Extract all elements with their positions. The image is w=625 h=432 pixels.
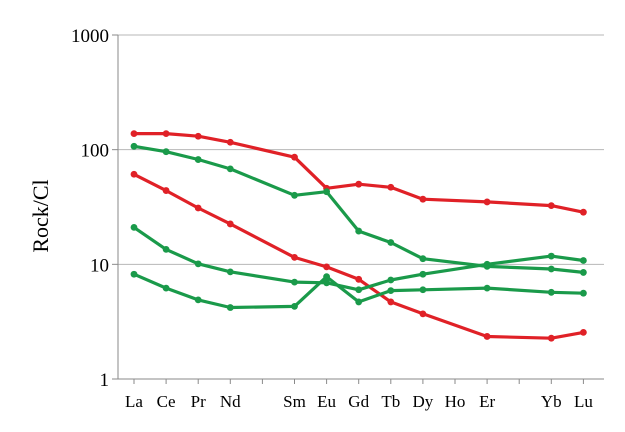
series-4-point-Yb [547, 252, 555, 260]
series-line-3 [133, 144, 584, 274]
y-axis-title: Rock/Cl [28, 179, 53, 252]
series-4-point-Tb [387, 276, 395, 284]
series-5-point-Sm [291, 302, 298, 310]
x-tick-label-Pr: Pr [191, 392, 206, 411]
series-4-point-Eu [323, 279, 330, 287]
series-5-point-Nd [226, 304, 234, 311]
series-4-point-Er [483, 260, 491, 268]
series-1-point-Lu [580, 208, 587, 216]
series-2-point-Tb [387, 298, 395, 306]
series-1-point-Yb [547, 202, 555, 210]
y-tick-label-10: 10 [90, 255, 109, 276]
x-tick-label-Nd: Nd [220, 392, 241, 411]
series-5-point-Dy [419, 286, 427, 294]
series-line-1 [134, 132, 584, 214]
series-2-point-Dy [419, 310, 427, 318]
series-2-point-Nd [226, 220, 234, 228]
series-2-point-Yb [547, 334, 555, 342]
series-1-point-Sm [291, 153, 298, 161]
x-tick-label-Ce: Ce [157, 392, 176, 411]
series-4-point-Lu [580, 257, 587, 264]
x-tick-label-La: La [125, 392, 143, 411]
series-1-point-Dy [419, 195, 427, 203]
series-1-point-Tb [387, 183, 395, 191]
series-3-point-Gd [355, 227, 363, 235]
series-5-point-Yb [547, 288, 555, 296]
y-tick-label-1: 1 [100, 370, 110, 391]
y-tick-labels: 1 10 100 1000 [71, 26, 109, 391]
series-3-point-Nd [226, 165, 234, 173]
series-4-point-Nd [226, 268, 234, 276]
series-1-point-Gd [355, 180, 363, 188]
series-2-point-Er [483, 333, 491, 340]
series-4-point-Pr [194, 260, 202, 268]
series-4-point-Dy [419, 270, 427, 278]
series-5-point-Lu [580, 289, 587, 297]
series-3-point-Yb [547, 265, 555, 273]
series-2-point-Gd [355, 275, 363, 283]
x-tick-label-Eu: Eu [317, 392, 336, 411]
series-lines [130, 130, 587, 342]
series-3-point-Pr [194, 156, 202, 163]
x-tick-label-Gd: Gd [348, 392, 369, 411]
series-3-point-Dy [419, 255, 427, 263]
series-2-point-Lu [580, 328, 587, 336]
series-4-point-La [130, 223, 138, 231]
series-line-2 [133, 172, 584, 340]
series-5-point-Gd [355, 298, 363, 306]
series-line-5 [133, 272, 584, 310]
series-4-point-Ce [162, 245, 170, 253]
series-3-point-La [130, 142, 138, 150]
x-tick-label-Tb: Tb [381, 392, 400, 411]
series-5-point-Eu [323, 273, 330, 281]
series-5-point-Er [483, 284, 491, 292]
series-2-point-Pr [194, 204, 202, 212]
x-tick-label-Yb: Yb [541, 392, 562, 411]
series-5-point-Tb [387, 287, 395, 295]
x-tick-label-Dy: Dy [413, 392, 434, 411]
series-2-point-Sm [291, 253, 298, 261]
axes [112, 34, 604, 384]
series-2-point-Eu [323, 263, 330, 271]
series-1-point-Er [483, 198, 491, 206]
y-tick-label-1000: 1000 [71, 26, 109, 47]
series-3-point-Tb [387, 239, 395, 246]
series-1-point-Pr [194, 132, 202, 140]
x-tick-labels: La Ce Pr Nd Sm Eu Gd Tb Dy Ho Er Yb Lu [125, 392, 593, 411]
series-1-point-La [130, 130, 138, 138]
series-5-point-Ce [162, 284, 170, 292]
series-1-point-Nd [226, 138, 234, 146]
x-tick-label-Lu: Lu [574, 392, 593, 411]
series-3-point-Ce [162, 148, 170, 156]
series-1-point-Ce [162, 130, 170, 138]
series-3-point-Sm [291, 191, 298, 199]
series-4-point-Gd [355, 286, 363, 294]
x-tick-label-Ho: Ho [445, 392, 466, 411]
series-3-point-Lu [580, 269, 587, 276]
series-2-point-La [130, 170, 138, 178]
series-line-4 [133, 226, 584, 292]
x-tick-label-Sm: Sm [283, 392, 306, 411]
series-5-point-La [130, 270, 138, 278]
series-5-point-Pr [194, 296, 202, 304]
y-tick-label-100: 100 [81, 141, 110, 162]
series-4-point-Sm [291, 278, 298, 286]
series-2-point-Ce [162, 187, 170, 194]
x-tick-label-Er: Er [479, 392, 495, 411]
series-3-point-Eu [323, 188, 330, 196]
